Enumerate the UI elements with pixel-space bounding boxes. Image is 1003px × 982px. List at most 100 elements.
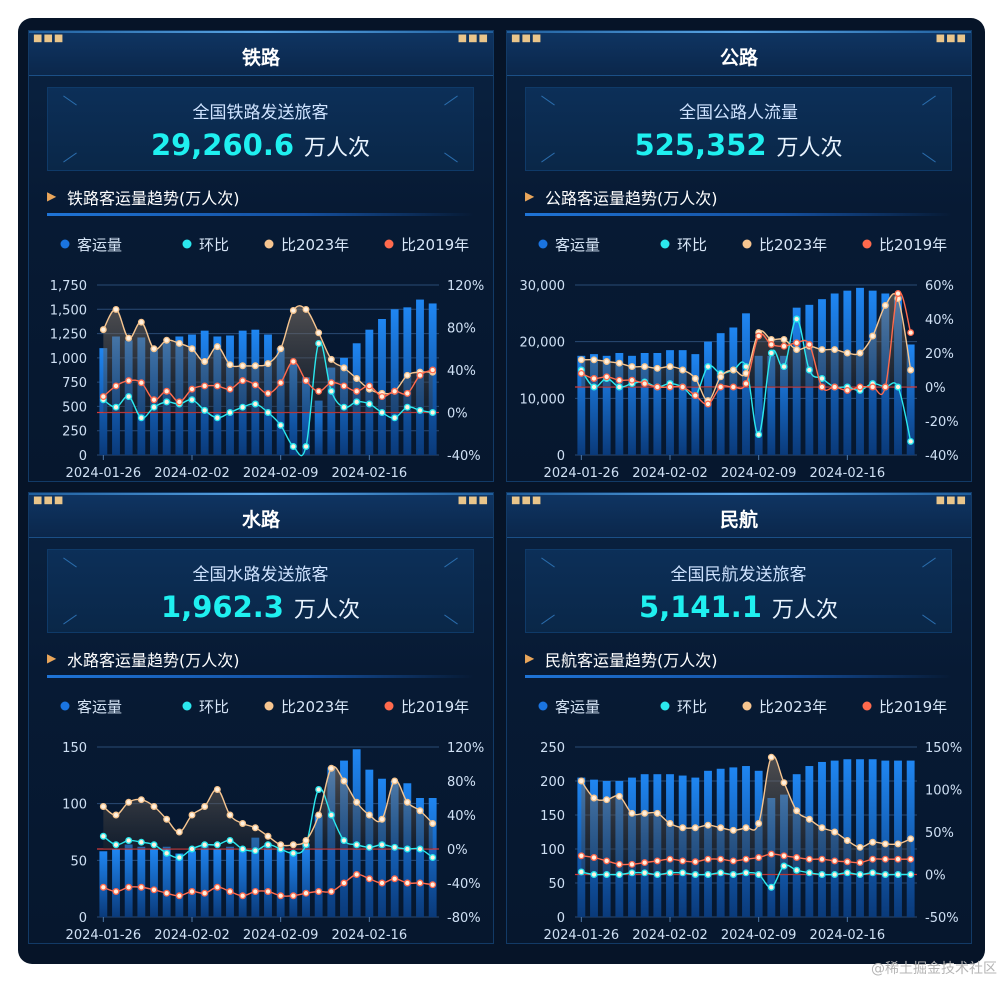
data-point — [175, 828, 183, 836]
legend-item: 环比 — [660, 236, 707, 254]
data-point — [666, 869, 674, 877]
data-point — [818, 871, 826, 878]
legend-item: 环比 — [182, 698, 229, 716]
bar — [162, 846, 171, 917]
data-point — [843, 837, 851, 844]
data-point — [213, 883, 221, 891]
y2-tick-label: 150% — [925, 741, 962, 756]
data-point — [264, 832, 272, 840]
legend-marker — [538, 239, 548, 249]
data-point — [277, 841, 285, 849]
legend-label: 环比 — [199, 698, 229, 716]
legend-label: 比2019年 — [401, 698, 469, 716]
data-point — [704, 400, 712, 408]
x-tick-label: 2024-01-26 — [66, 466, 142, 479]
legend-marker — [60, 239, 70, 249]
data-point — [767, 883, 775, 891]
y2-tick-label: 40% — [925, 313, 954, 328]
data-point — [277, 379, 285, 387]
y-tick-label: 750 — [62, 376, 87, 391]
legend-marker — [264, 239, 274, 249]
data-point — [226, 409, 234, 416]
bar — [628, 355, 636, 455]
data-point — [213, 382, 221, 390]
data-point — [264, 360, 272, 368]
y2-tick-label: -40% — [447, 449, 481, 464]
data-point — [780, 852, 788, 860]
data-point — [429, 409, 437, 416]
data-point — [628, 363, 636, 371]
data-point — [590, 356, 598, 364]
legend-label: 比2023年 — [759, 236, 827, 254]
legend-item: 比2023年 — [742, 236, 827, 254]
legend-label: 客运量 — [555, 236, 600, 254]
area-2023 — [581, 293, 911, 401]
legend-label: 环比 — [677, 698, 707, 716]
data-point — [226, 385, 234, 393]
bar — [653, 353, 662, 455]
x-tick-label: 2024-02-02 — [154, 466, 230, 479]
data-point — [112, 811, 120, 819]
bar — [289, 851, 298, 917]
bar — [137, 846, 146, 917]
y-tick-label: 150 — [540, 809, 565, 824]
decor-dots-icon: ■■■ — [457, 495, 489, 506]
data-point — [628, 860, 636, 868]
data-point — [188, 345, 196, 353]
stat-unit: 万人次 — [771, 598, 838, 623]
data-point — [201, 889, 209, 897]
data-point — [239, 820, 247, 827]
panel-header: ■■■ ■■■ 公路 — [507, 31, 971, 76]
data-point — [403, 879, 411, 887]
data-point — [315, 329, 323, 337]
y2-tick-label: 60% — [925, 279, 954, 294]
x-tick-label: 2024-02-09 — [721, 928, 797, 941]
y2-tick-label: -80% — [447, 911, 481, 926]
data-point — [201, 358, 209, 365]
x-tick-label: 2024-02-09 — [721, 466, 797, 479]
legend-marker — [862, 239, 872, 249]
data-point — [163, 849, 171, 857]
y-tick-label: 1,750 — [50, 279, 87, 294]
data-point — [302, 889, 310, 897]
data-point — [628, 809, 636, 817]
bar — [390, 309, 399, 455]
data-point — [289, 849, 297, 857]
data-point — [327, 379, 335, 387]
bar — [188, 851, 196, 917]
data-point — [755, 854, 763, 861]
data-point — [125, 334, 133, 342]
bar — [302, 377, 310, 455]
data-point — [365, 811, 373, 819]
legend-marker — [60, 701, 70, 711]
data-point — [137, 838, 145, 846]
data-point — [881, 871, 889, 878]
data-point — [289, 358, 297, 365]
data-point — [628, 376, 636, 384]
data-point — [150, 396, 158, 404]
data-point — [653, 383, 661, 391]
data-point — [353, 375, 361, 382]
y2-tick-label: 0% — [925, 381, 946, 396]
y-tick-label: 0 — [79, 911, 87, 926]
legend-item: 比2019年 — [384, 236, 469, 254]
data-point — [755, 820, 763, 827]
data-point — [780, 342, 788, 350]
aviation-trend-chart: 客运量 环比 比2023年 比2019年 0 50 100 150 200 250 -50% 0% 50… — [538, 698, 962, 941]
stat-box: 全国水路发送旅客 1,962.3 万人次 — [47, 549, 474, 633]
data-point — [289, 443, 297, 450]
data-point — [729, 871, 737, 878]
x-tick-label: 2024-02-16 — [810, 928, 886, 941]
data-point — [603, 871, 611, 878]
bar — [577, 355, 586, 455]
data-point — [327, 888, 335, 895]
data-point — [881, 855, 889, 863]
data-point — [894, 383, 902, 391]
aviation-panel: ■■■ ■■■ 民航 全国民航发送旅客 5,141.1 万人次 ▶ 民航客运量趋势… — [506, 492, 972, 944]
stat-value: 5,141.1 万人次 — [526, 590, 951, 624]
data-point — [780, 862, 788, 870]
data-point — [226, 811, 234, 819]
data-point — [416, 406, 424, 414]
highway-trend-chart: 客运量 环比 比2023年 比2019年 0 10,000 20,000 30,000 -40%… — [520, 236, 959, 479]
data-point — [125, 393, 133, 401]
